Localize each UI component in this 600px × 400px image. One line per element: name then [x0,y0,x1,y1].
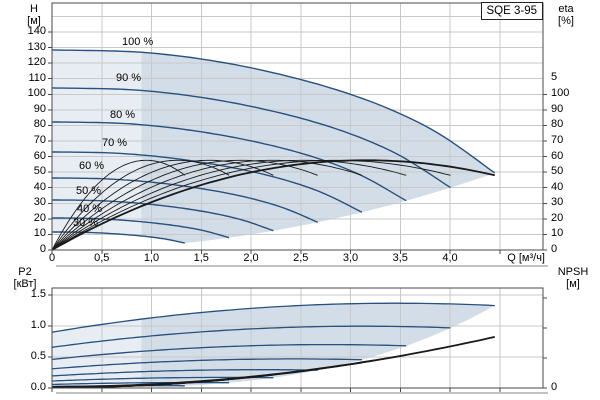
p2-curve-70 [51,358,362,370]
p2-axis-title: P2 [18,266,32,278]
eta-curve-30 [51,159,186,251]
qh-curve-30 [52,231,185,244]
eta-axis-tick-label: 0 [551,243,558,255]
q-axis-title: Q [м³/ч] [507,252,545,264]
h-axis-tick-label: 20 [33,211,46,224]
qh-curve-60 [52,177,318,223]
h-axis-tick-label: 10 [33,227,46,240]
h-axis-unit: [м] [27,15,41,27]
p2-curve-90 [51,325,451,348]
speed-label-70: 70 % [102,137,128,149]
h-axis-tick-label: 30 [33,196,46,209]
eta-axis-tick-label: 70 [551,134,564,146]
h-axis-tick-label: 0 [39,243,46,255]
h-axis-tick-label: 70 [33,134,46,146]
speed-label-50: 50 % [76,185,102,197]
npsh-axis-tick-label: 5 [551,71,558,83]
h-axis-tick-label: 40 [33,180,46,193]
qh-curve-80 [52,121,407,202]
p2-axis-tick-label: 1.0 [30,319,46,331]
p2-curve-80 [51,343,407,361]
h-axis-tick-label: 50 [33,165,46,178]
eta-curve-40 [51,159,230,251]
p2-axis-tick-label: 0.5 [30,350,46,362]
h-axis-title: H [30,3,38,15]
eta-axis-tick-label: 60 [551,149,564,162]
p2-curve-60 [51,369,318,377]
h-axis-tick-label: 80 [33,118,46,131]
speed-label-80: 80 % [110,109,136,121]
eta-axis-tick-label: 80 [551,118,564,131]
qh-curve-40 [52,217,230,239]
q-axis-tick-label: 3,0 [342,252,359,264]
h-axis-tick-label: 90 [33,102,46,115]
qh-chart-border [51,2,544,251]
pump-model-badge: SQE 3-95 [480,2,543,20]
q-axis-tick-label: 0,5 [94,252,110,264]
qh-curve-90 [51,87,451,189]
eta-curve-90 [51,159,451,251]
p2-curve-100 [51,302,495,333]
h-axis-tick-label: 120 [27,56,46,69]
h-axis-tick-label: 140 [27,25,46,38]
eta-axis-tick-label: 20 [551,211,564,224]
qh-curve-50 [52,199,274,232]
speed-label-90: 90 % [116,72,142,84]
qh-curve-100 [51,49,496,174]
h-axis-tick-label: 100 [27,87,46,100]
qh-duty-range [141,52,495,244]
eta-axis-tick-label: 40 [551,180,564,193]
q-axis-tick-label: 4,0 [442,252,458,264]
q-axis-tick-label: 0 [48,252,56,264]
eta-axis-title: eta [558,3,574,15]
q-axis-tick-label: 2,0 [243,252,259,264]
q-axis-tick-label: 1,0 [143,252,160,264]
q-axis-tick-label: 1,5 [193,252,209,264]
q-axis-tick-label: 3,5 [392,252,408,264]
npsh-curve-100 [52,336,495,388]
p2-axis-tick-label: 0.0 [30,381,46,393]
npsh-axis-title: NPSH [557,266,589,278]
npsh-axis-tick-label: 0 [551,381,558,393]
speed-label-60: 60 % [79,160,105,172]
eta-axis-tick-label: 90 [551,102,564,115]
h-axis-tick-label: 130 [27,40,46,53]
p2-axis-unit: [кВт] [13,278,37,290]
p2-chart-border [51,287,544,389]
h-axis-tick-label: 60 [33,149,46,162]
eta-axis-tick-label: 100 [551,87,570,100]
npsh-axis-unit: [м] [566,278,580,290]
eta-axis-unit: [%] [558,15,574,27]
eta-curve-60 [51,159,318,251]
eta-axis-tick-label: 50 [551,165,564,178]
speed-label-30: 30 % [73,217,99,229]
p2-axis-tick-label: 1.5 [30,288,46,300]
h-axis-tick-label: 110 [28,71,46,84]
eta-axis-tick-label: 30 [551,196,564,209]
eta-curve-80 [51,159,407,251]
speed-label-100: 100 % [122,36,154,48]
speed-label-40: 40 % [77,203,103,215]
eta-axis-tick-label: 10 [551,227,564,240]
q-axis-tick-label: 2,5 [293,252,309,264]
eta-curve-100 [51,159,495,251]
